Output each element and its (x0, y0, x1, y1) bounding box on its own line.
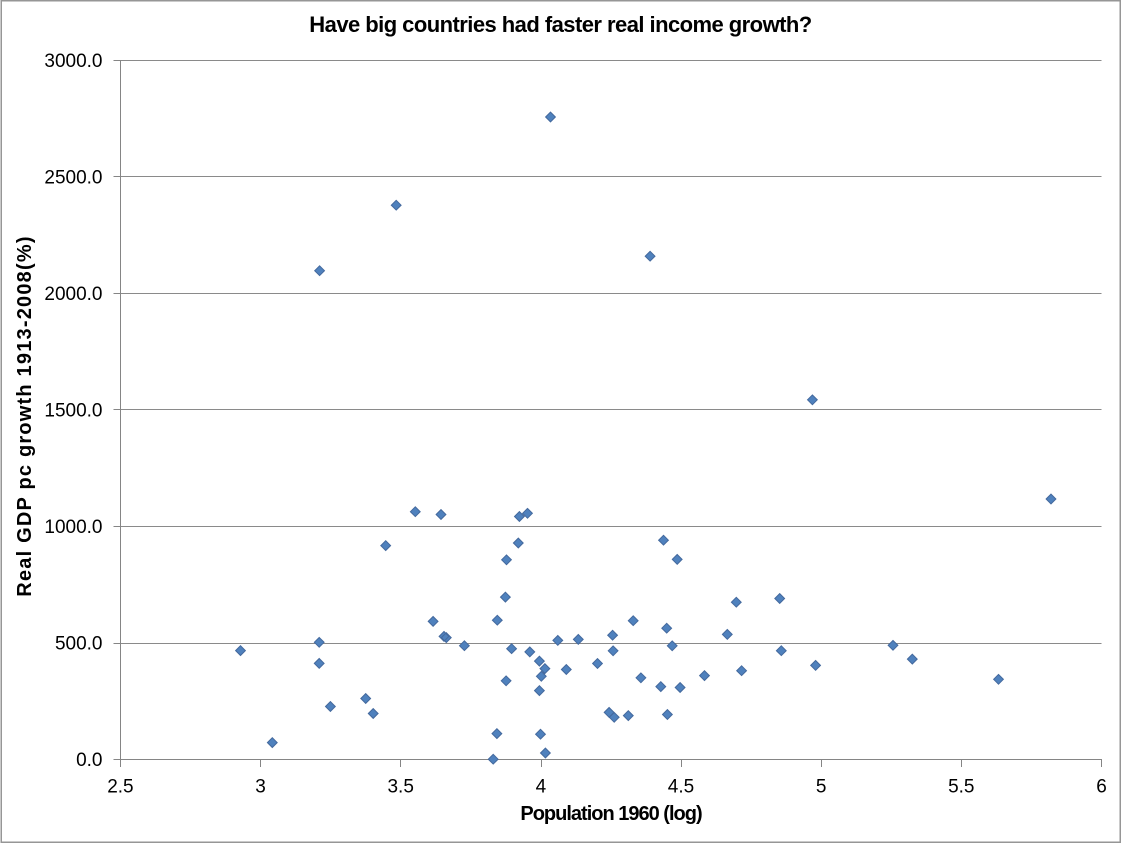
svg-text:0.0: 0.0 (76, 750, 102, 771)
svg-text:500.0: 500.0 (55, 634, 103, 655)
svg-text:Real GDP pc growth 1913-2008(%: Real GDP pc growth 1913-2008(%) (14, 235, 36, 596)
svg-text:3.5: 3.5 (387, 776, 413, 797)
svg-text:4.5: 4.5 (668, 776, 694, 797)
svg-text:4: 4 (536, 776, 547, 797)
svg-text:1500.0: 1500.0 (44, 401, 102, 422)
svg-text:3000.0: 3000.0 (44, 51, 102, 72)
svg-text:3: 3 (255, 776, 266, 797)
svg-text:5: 5 (816, 776, 827, 797)
svg-text:6: 6 (1096, 776, 1107, 797)
svg-text:2000.0: 2000.0 (44, 284, 102, 305)
svg-text:5.5: 5.5 (948, 776, 974, 797)
svg-text:1000.0: 1000.0 (44, 517, 102, 538)
svg-text:2.5: 2.5 (107, 776, 133, 797)
svg-text:Population 1960 (log): Population 1960 (log) (520, 803, 702, 825)
svg-text:Have big countries had faster: Have big countries had faster real incom… (309, 12, 812, 37)
svg-text:2500.0: 2500.0 (44, 167, 102, 188)
